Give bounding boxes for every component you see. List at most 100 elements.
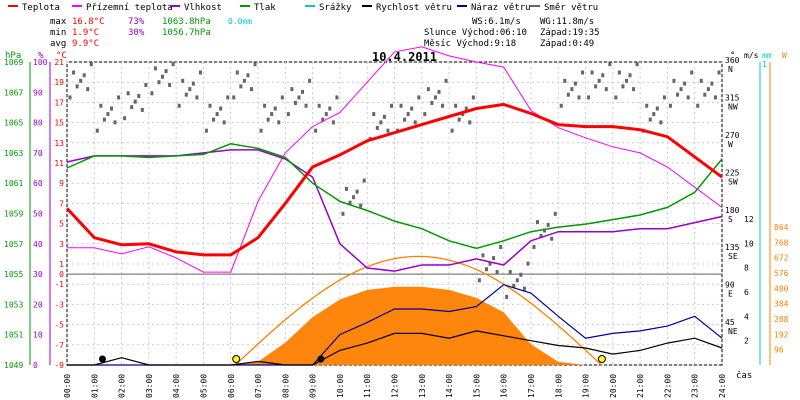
wind-direction-marker: [161, 74, 165, 79]
stats-pressure: 1063.8hPa: [162, 17, 211, 27]
stats-humidity: 73%: [128, 17, 145, 27]
wind-direction-marker: [344, 186, 348, 191]
wind-direction-marker: [550, 236, 554, 241]
wind-direction-marker: [355, 189, 359, 194]
tick-label-degc: 1: [59, 260, 64, 269]
tick-label-time: 10:00: [336, 374, 345, 398]
tick-label-degc: -9: [54, 361, 64, 370]
wind-direction-marker: [481, 253, 485, 258]
wind-direction-marker: [645, 103, 649, 108]
wind-direction-marker: [204, 128, 208, 133]
tick-label-degc: -1: [54, 280, 64, 289]
tick-label-time: 22:00: [663, 374, 672, 398]
solar-theoretical-curve: [234, 255, 602, 366]
wind-direction-marker: [177, 103, 181, 108]
tick-label-solar: 768: [774, 238, 789, 247]
wind-direction-marker: [430, 100, 434, 105]
wind-direction-marker: [150, 91, 154, 96]
stats-pressure: 1056.7hPa: [162, 28, 211, 38]
wind-direction-marker: [484, 267, 488, 272]
tick-label-degc: 15: [54, 119, 64, 128]
wind-direction-marker: [321, 117, 325, 122]
tick-label-pct: 0: [33, 361, 38, 370]
tick-label-time: 05:00: [199, 374, 208, 398]
tick-label-solar: 384: [774, 300, 789, 309]
wind-direction-marker: [515, 278, 519, 283]
wind-direction-marker: [168, 82, 172, 87]
wind-direction-marker: [259, 128, 263, 133]
wind-direction-marker: [277, 120, 281, 125]
wind-direction-marker: [293, 100, 297, 105]
tick-label-pct: 20: [33, 300, 43, 309]
wind-direction-marker: [375, 125, 379, 130]
tick-label-hpa: 1063: [4, 149, 23, 158]
tick-label-direction-compass: SW: [728, 177, 738, 186]
wind-direction-marker: [372, 112, 376, 117]
tick-label-time: 11:00: [363, 374, 372, 398]
axis-unit-direction: °: [730, 51, 735, 61]
stats-wind-speed: WS:6.1m/s: [472, 17, 521, 27]
legend-label: Teplota: [22, 3, 60, 13]
stats-block: max 16.8°C 73% 1063.8hPa 0.0mm min 1.9°C 30% 105…: [50, 17, 600, 49]
wind-direction-marker: [266, 117, 270, 122]
wind-direction-marker: [379, 120, 383, 125]
tick-label-time: 09:00: [309, 374, 318, 398]
tick-label-direction: 135: [725, 243, 740, 252]
tick-label-direction-compass: N: [728, 65, 733, 74]
tick-label-solar: 864: [774, 223, 789, 232]
wind-direction-marker: [614, 95, 618, 100]
wind-direction-marker: [488, 261, 492, 266]
wind-direction-marker: [406, 112, 410, 117]
tick-label-direction: 90: [725, 281, 735, 290]
wind-direction-marker: [171, 62, 175, 67]
tick-label-pct: 90: [33, 88, 43, 97]
tick-label-hpa: 1065: [4, 119, 23, 128]
stats-humidity: 30%: [128, 28, 145, 38]
axis-unit-hpa: hPa: [5, 51, 21, 61]
wind-direction-marker: [441, 103, 445, 108]
wind-direction-marker: [389, 103, 393, 108]
wind-direction-marker: [286, 112, 290, 117]
wind-direction-marker: [566, 92, 570, 97]
wind-direction-marker: [532, 245, 536, 250]
wind-direction-marker: [604, 87, 608, 92]
wind-direction-marker: [123, 116, 127, 121]
series-line-p-zemn-teplota: [67, 46, 723, 273]
tick-label-pct: 80: [33, 119, 43, 128]
x-axis: 00:00 01:00 02:00 03:00 04:00 05:00 06:00 07:00…: [63, 370, 752, 398]
wind-direction-marker: [621, 84, 625, 89]
tick-label-solar: 288: [774, 315, 789, 324]
wind-direction-marker: [68, 95, 72, 100]
tick-label-pct: 70: [33, 149, 43, 158]
axis-unit-degc: °C: [56, 51, 67, 61]
tick-label-hpa: 1057: [4, 240, 23, 249]
tick-label-time: 07:00: [254, 374, 263, 398]
tick-label-solar: 96: [774, 346, 784, 355]
wind-direction-marker: [297, 95, 301, 100]
wind-direction-marker: [164, 69, 168, 74]
wind-direction-marker: [713, 95, 717, 100]
wind-direction-marker: [581, 70, 585, 75]
wind-direction-marker: [208, 103, 212, 108]
wind-direction-marker: [457, 117, 461, 122]
wind-direction-marker: [290, 87, 294, 92]
wind-direction-marker: [219, 106, 223, 111]
tick-label-hpa: 1069: [4, 58, 23, 67]
wind-direction-marker: [212, 117, 216, 122]
tick-label-direction-compass: NW: [728, 103, 738, 112]
tick-label-time: 13:00: [418, 374, 427, 398]
wind-direction-marker: [570, 87, 574, 92]
wind-direction-marker: [468, 120, 472, 125]
wind-direction-marker: [471, 95, 475, 100]
tick-label-time: 08:00: [281, 374, 290, 398]
stats-wind-gust: WG:11.8m/s: [540, 17, 594, 27]
series-line-tlak: [66, 143, 723, 250]
tick-label-time: 16:00: [500, 374, 509, 398]
wind-direction-marker: [304, 103, 308, 108]
tick-label-degc: 9: [59, 179, 64, 188]
wind-direction-marker: [536, 220, 540, 225]
wind-direction-marker: [563, 78, 567, 83]
wind-direction-marker: [82, 73, 86, 78]
wind-direction-marker: [696, 103, 700, 108]
wind-direction-marker: [454, 103, 458, 108]
